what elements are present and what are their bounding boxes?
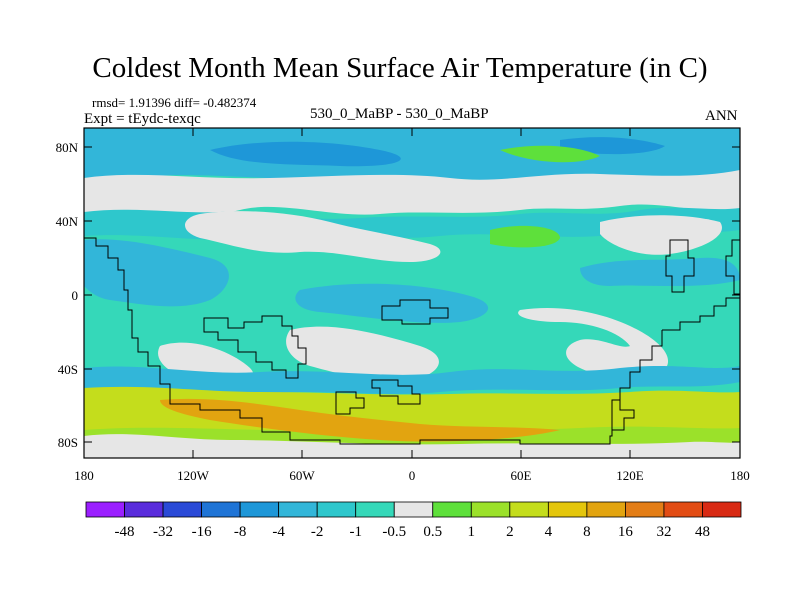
colorbar-swatch bbox=[85, 501, 125, 518]
colorbar-swatch bbox=[470, 501, 511, 518]
siberia-green bbox=[500, 145, 600, 163]
x-label-60e: 60E bbox=[511, 468, 532, 483]
temperature-field bbox=[84, 128, 740, 458]
chart-title: Coldest Month Mean Surface Air Temperatu… bbox=[92, 52, 708, 84]
x-label-0: 0 bbox=[409, 468, 416, 483]
x-label-120e: 120E bbox=[616, 468, 644, 483]
colorbar-label: -4 bbox=[272, 524, 285, 540]
colorbar-label: 0.5 bbox=[423, 524, 442, 540]
season-label: ANN bbox=[705, 108, 738, 124]
x-label-60w: 60W bbox=[289, 468, 315, 483]
colorbar-swatch bbox=[278, 501, 318, 518]
atlantic-green-blob bbox=[490, 225, 560, 248]
colorbar-label: -32 bbox=[153, 524, 173, 540]
colorbar bbox=[85, 501, 742, 518]
colorbar-swatch bbox=[509, 501, 549, 518]
colorbar-swatch bbox=[162, 501, 202, 518]
y-label-40n: 40N bbox=[56, 214, 79, 229]
colorbar-swatch bbox=[355, 501, 395, 518]
x-axis-labels: 180 120W 60W 0 60E 120E 180 bbox=[74, 468, 750, 483]
colorbar-swatch bbox=[702, 501, 742, 518]
y-axis-labels: 80N 40N 0 40S 80S bbox=[56, 140, 79, 450]
colorbar-swatch bbox=[201, 501, 241, 518]
coastlines bbox=[84, 237, 740, 445]
y-label-80s: 80S bbox=[58, 435, 78, 450]
arctic-deep-blue-east bbox=[560, 137, 665, 155]
colorbar-label: 16 bbox=[618, 524, 634, 540]
colorbar-swatch bbox=[663, 501, 703, 518]
colorbar-label: -48 bbox=[115, 524, 135, 540]
colorbar-swatch bbox=[124, 501, 164, 518]
colorbar-swatch bbox=[316, 501, 357, 518]
rmsd-stats: rmsd= 1.91396 diff= -0.482374 bbox=[92, 95, 257, 110]
colorbar-swatch bbox=[547, 501, 588, 518]
colorbar-label: -1 bbox=[349, 524, 362, 540]
colorbar-label: 2 bbox=[506, 524, 514, 540]
tropical-blue-center bbox=[295, 283, 489, 323]
east-white-patch bbox=[600, 215, 722, 255]
colorbar-swatch bbox=[432, 501, 472, 518]
south-white-wave bbox=[518, 307, 669, 380]
colorbar-label: -16 bbox=[192, 524, 212, 540]
colorbar-swatch bbox=[625, 501, 665, 518]
x-label-120w: 120W bbox=[177, 468, 210, 483]
colorbar-label: -8 bbox=[234, 524, 247, 540]
y-label-40s: 40S bbox=[58, 362, 78, 377]
north-pacific-white bbox=[185, 211, 441, 262]
south-white-atlantic bbox=[286, 326, 439, 381]
south-blue-belt bbox=[84, 366, 740, 396]
y-label-80n: 80N bbox=[56, 140, 79, 155]
east-blue-streak bbox=[580, 257, 740, 286]
colorbar-label: 8 bbox=[583, 524, 591, 540]
arctic-deep-blue-core bbox=[210, 141, 401, 167]
comparison-label: 530_0_MaBP - 530_0_MaBP bbox=[310, 106, 489, 122]
colorbar-label: -2 bbox=[311, 524, 324, 540]
north-white-band bbox=[84, 170, 740, 216]
x-label-180w: 180 bbox=[74, 468, 94, 483]
southern-orange-core bbox=[160, 398, 560, 442]
experiment-label: Expt = tEydc-texqc bbox=[84, 111, 201, 127]
colorbar-label: 32 bbox=[656, 524, 671, 540]
tropical-blue-west bbox=[84, 239, 229, 307]
x-label-180e: 180 bbox=[730, 468, 750, 483]
colorbar-swatch bbox=[239, 501, 280, 518]
colorbar-swatch bbox=[586, 501, 626, 518]
y-label-0: 0 bbox=[72, 288, 79, 303]
colorbar-label: 1 bbox=[468, 524, 476, 540]
x-ticks bbox=[192, 128, 631, 458]
y-ticks bbox=[84, 146, 740, 443]
colorbar-label: -0.5 bbox=[382, 524, 406, 540]
colorbar-labels: -48 -32 -16 -8 -4 -2 -1 -0.5 0.5 1 2 4 8 16 32 48 bbox=[115, 524, 710, 540]
colorbar-swatch bbox=[393, 501, 434, 518]
antarctic-white-strip bbox=[84, 434, 740, 458]
colorbar-label: 48 bbox=[695, 524, 710, 540]
colorbar-label: 4 bbox=[545, 524, 553, 540]
